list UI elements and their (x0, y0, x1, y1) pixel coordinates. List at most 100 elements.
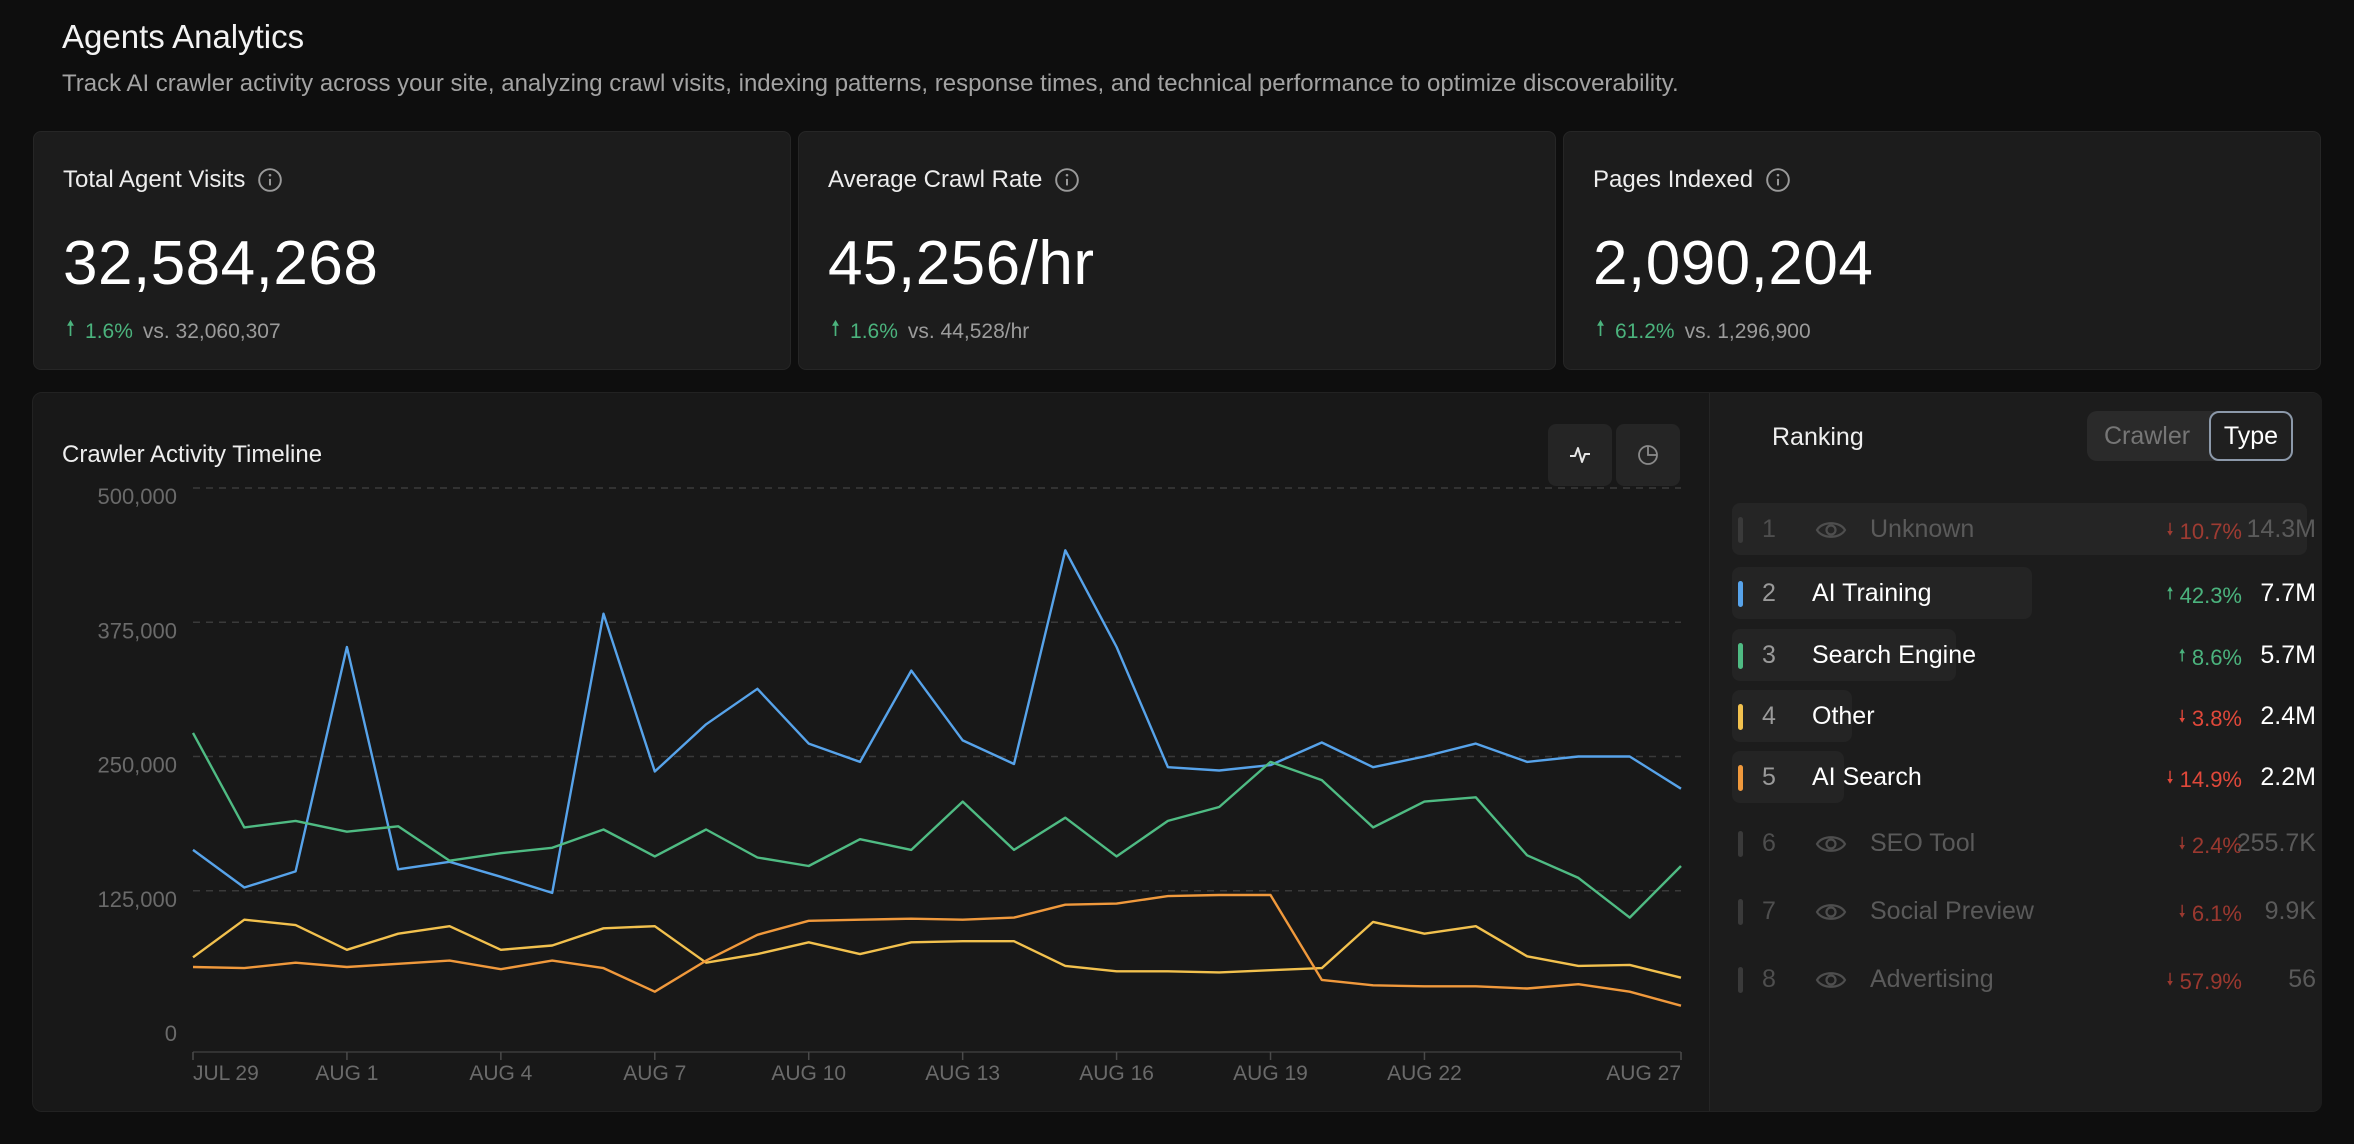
kpi-label: Total Agent Visits (63, 166, 246, 193)
ranking-row[interactable]: 3 Search Engine 🠕 8.6% 5.7M (1710, 629, 2322, 685)
kpi-delta: 1.6% (850, 319, 898, 343)
ranking-color-marker (1738, 831, 1743, 857)
ranking-position: 2 (1762, 579, 1776, 607)
kpi-value: 32,584,268 (63, 229, 379, 298)
ranking-name: Search Engine (1812, 641, 1977, 669)
ranking-value: 9.9K (2264, 897, 2316, 925)
ranking-row[interactable]: 5 AI Search 🠗 14.9% 2.2M (1710, 751, 2322, 807)
ranking-value: 7.7M (2260, 579, 2316, 607)
kpi-delta-row: 🠕 1.6% vs. 44,528/hr (831, 314, 1029, 349)
crawler-tab[interactable]: Crawler (2103, 421, 2191, 450)
ranking-row-highlight (1732, 503, 2307, 555)
arrow-up-icon: 🠕 (2178, 646, 2186, 665)
arrow-down-icon: 🠗 (2166, 520, 2174, 539)
ranking-color-marker (1738, 517, 1743, 543)
arrow-up-icon: 🠕 (831, 317, 841, 340)
kpi-label: Pages Indexed (1593, 166, 1754, 193)
ranking-delta-value: 42.3% (2179, 582, 2242, 608)
ranking-title: Ranking (1772, 423, 1864, 451)
info-icon[interactable] (1765, 167, 1791, 193)
ranking-row[interactable]: 7 Social Preview 🠗 6.1% 9.9K (1710, 885, 2322, 941)
ranking-position: 5 (1762, 763, 1776, 791)
chart-title: Crawler Activity Timeline (62, 441, 323, 468)
y-tick-label: 250,000 (97, 753, 177, 778)
arrow-up-icon: 🠕 (2166, 584, 2174, 603)
ranking-delta-value: 2.4% (2191, 832, 2242, 858)
ranking-delta: 🠕 42.3% (2166, 581, 2242, 610)
ranking-color-marker (1738, 967, 1743, 993)
y-tick-label: 125,000 (97, 887, 177, 912)
series-line-other (192, 918, 1682, 979)
ranking-delta: 🠗 10.7% (2166, 517, 2242, 546)
eye-icon[interactable] (1814, 515, 1848, 545)
kpi-compare: vs. 44,528/hr (907, 319, 1030, 343)
x-tick-label: AUG 16 (1079, 1062, 1154, 1085)
ranking-name: Social Preview (1870, 897, 2034, 925)
kpi-value: 2,090,204 (1593, 229, 1874, 298)
ranking-delta: 🠗 2.4% (2179, 831, 2242, 860)
arrow-down-icon: 🠗 (2178, 707, 2186, 726)
ranking-color-marker (1738, 899, 1743, 925)
ranking-row-highlight (1732, 751, 1844, 803)
ranking-row[interactable]: 1 Unknown 🠗 10.7% 14.3M (1710, 503, 2322, 559)
eye-icon[interactable] (1814, 897, 1848, 927)
ranking-row[interactable]: 6 SEO Tool 🠗 2.4% 255.7K (1710, 817, 2322, 873)
x-tick-label: AUG 19 (1233, 1062, 1308, 1085)
kpi-card-total-agent-visits: Total Agent Visits 32,584,268 🠕 1.6% vs.… (33, 131, 791, 370)
crawler-activity-card: Crawler Activity Timeline 500,000 375,000… (32, 392, 2322, 1112)
ranking-color-marker (1738, 765, 1743, 791)
kpi-delta-row: 🠕 1.6% vs. 32,060,307 (66, 314, 281, 349)
ranking-name: Advertising (1870, 965, 1994, 993)
ranking-position: 6 (1762, 829, 1776, 857)
arrow-down-icon: 🠗 (2178, 834, 2186, 853)
arrow-up-icon: 🠕 (66, 317, 76, 340)
ranking-name: AI Training (1812, 579, 1932, 607)
eye-icon[interactable] (1814, 829, 1848, 859)
ranking-value: 14.3M (2246, 515, 2316, 543)
ranking-position: 3 (1762, 641, 1776, 669)
kpi-label-row: Average Crawl Rate (828, 166, 1080, 194)
kpi-card-pages-indexed: Pages Indexed 2,090,204 🠕 61.2% vs. 1,29… (1563, 131, 2321, 370)
kpi-compare: vs. 32,060,307 (142, 319, 281, 343)
kpi-compare: vs. 1,296,900 (1684, 319, 1811, 343)
x-tick-label: AUG 10 (771, 1062, 846, 1085)
page-title: Agents Analytics (62, 18, 305, 55)
y-tick-label: 375,000 (97, 618, 177, 643)
ranking-delta: 🠗 3.8% (2179, 704, 2242, 733)
pie-chart-icon (1638, 445, 1658, 465)
eye-icon[interactable] (1814, 965, 1848, 995)
ranking-delta-value: 14.9% (2179, 766, 2242, 792)
kpi-label-row: Pages Indexed (1593, 166, 1791, 194)
ranking-delta: 🠕 8.6% (2179, 643, 2242, 672)
kpi-card-average-crawl-rate: Average Crawl Rate 45,256/hr 🠕 1.6% vs. … (798, 131, 1556, 370)
ranking-color-marker (1738, 643, 1743, 669)
ranking-row[interactable]: 2 AI Training 🠕 42.3% 7.7M (1710, 567, 2322, 623)
kpi-delta: 1.6% (85, 319, 133, 343)
x-tick-label: AUG 1 (315, 1062, 378, 1085)
info-icon[interactable] (1054, 167, 1080, 193)
ranking-position: 1 (1762, 515, 1776, 543)
line-chart-view-button[interactable] (1548, 424, 1612, 486)
ranking-position: 7 (1762, 897, 1776, 925)
ranking-delta-value: 6.1% (2191, 900, 2242, 926)
ranking-delta: 🠗 6.1% (2179, 899, 2242, 928)
info-icon[interactable] (257, 167, 283, 193)
ranking-row-highlight (1732, 567, 2032, 619)
ranking-panel: Ranking Crawler Type 1 Unknown 🠗 10.7% 14.3M… (1709, 393, 2322, 1111)
crawler-activity-chart: 500,000 375,000 250,000 125,000 0 JUL 29 AUG 1… (97, 484, 1682, 1085)
ranking-row[interactable]: 8 Advertising 🠗 57.9% 56 (1710, 953, 2322, 1009)
arrow-down-icon: 🠗 (2178, 902, 2186, 921)
page-description: Track AI crawler activity across your si… (62, 70, 1679, 97)
ranking-value: 2.2M (2260, 763, 2316, 791)
line-chart-icon (1570, 447, 1590, 463)
ranking-row[interactable]: 4 Other 🠗 3.8% 2.4M (1710, 690, 2322, 746)
type-tab[interactable]: Type (2209, 411, 2293, 461)
ranking-delta-value: 8.6% (2191, 644, 2242, 670)
pie-chart-view-button[interactable] (1616, 424, 1680, 486)
y-tick-label: 0 (165, 1021, 177, 1046)
ranking-delta-value: 57.9% (2179, 968, 2242, 994)
kpi-label: Average Crawl Rate (828, 166, 1043, 193)
ranking-color-marker (1738, 704, 1743, 730)
ranking-delta: 🠗 14.9% (2166, 765, 2242, 794)
series-line-ai-training (192, 549, 1682, 895)
